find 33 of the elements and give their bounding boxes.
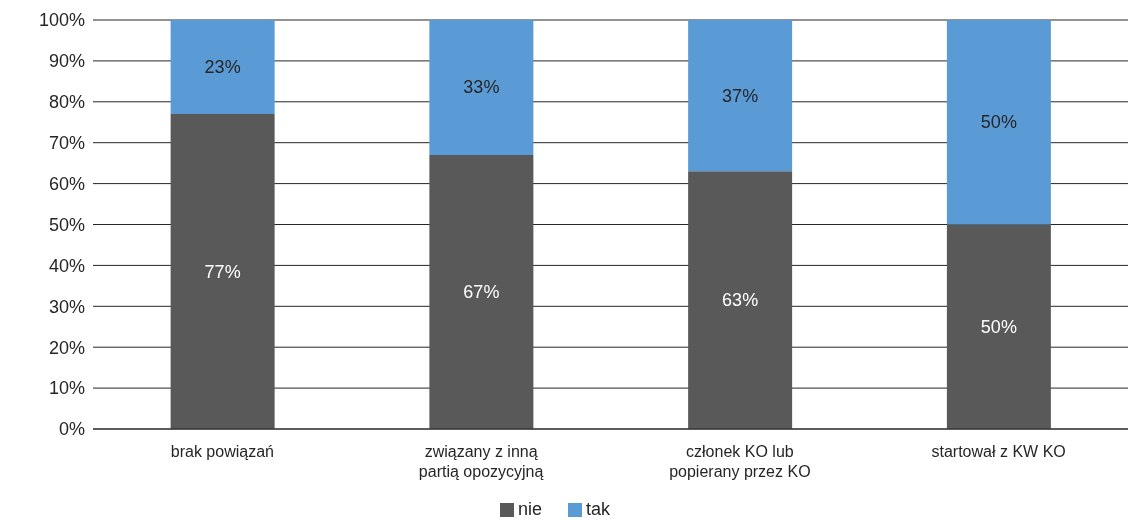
y-tick-label: 70% (48, 133, 85, 154)
x-tick-label: brak powiązań (170, 443, 274, 460)
data-label: 33% (463, 77, 500, 98)
bar (429, 20, 534, 155)
y-tick-label: 10% (48, 378, 85, 399)
x-tick-label: startował z KW KO (931, 443, 1066, 460)
bar (688, 171, 793, 429)
bar (946, 224, 1051, 429)
y-tick-label: 30% (48, 296, 85, 317)
data-label: 23% (204, 57, 241, 78)
y-tick-label: 0% (58, 419, 85, 440)
y-tick-label: 50% (48, 214, 85, 235)
bar (429, 154, 534, 429)
data-label: 50% (980, 316, 1017, 337)
data-label: 50% (980, 112, 1017, 133)
data-label: 67% (463, 281, 500, 302)
data-label: 77% (204, 261, 241, 282)
y-tick-label: 20% (48, 337, 85, 358)
bar (946, 20, 1051, 225)
y-tick-label: 100% (38, 10, 85, 31)
x-tick-label: związany z inną partią opozycyjną (418, 443, 544, 480)
bar (170, 114, 275, 429)
data-label: 37% (722, 85, 759, 106)
y-tick-label: 90% (48, 51, 85, 72)
y-tick-label: 80% (48, 92, 85, 113)
legend-label: nie (517, 499, 542, 519)
bar (170, 20, 275, 115)
y-tick-label: 60% (48, 173, 85, 194)
x-tick-label: członek KO lub popierany przez KO (669, 443, 811, 480)
bar (688, 20, 793, 172)
legend-label: tak (586, 499, 611, 519)
y-tick-label: 40% (48, 255, 85, 276)
data-label: 63% (722, 290, 759, 311)
